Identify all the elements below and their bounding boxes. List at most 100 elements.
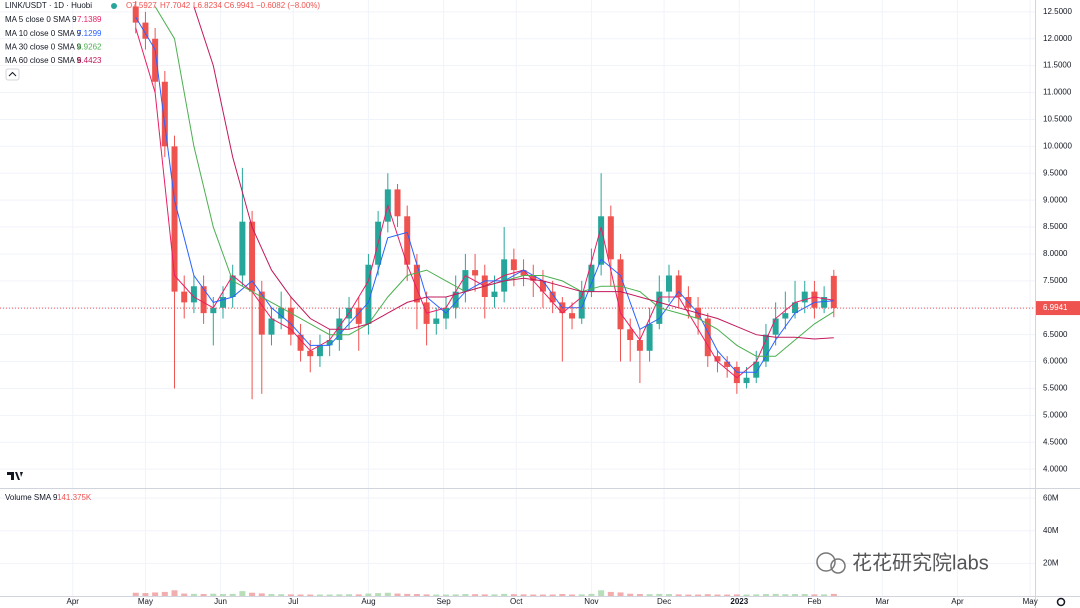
settings-icon[interactable] [1056, 597, 1066, 607]
legend-label: MA 30 close 0 SMA 9 [5, 43, 82, 52]
volume-bar [704, 594, 711, 596]
volume-bar [636, 594, 643, 596]
volume-bar [365, 593, 372, 596]
volume-bar [132, 592, 139, 596]
legend-value: 7.1389 [77, 15, 102, 24]
watermark: 花花研究院labs [816, 551, 989, 574]
candle-body [801, 291, 808, 303]
volume-bar [481, 594, 488, 596]
volume-bar [559, 594, 566, 596]
y-tick-label: 11.0000 [1043, 88, 1072, 97]
volume-bar [249, 592, 256, 596]
volume-bar [142, 593, 149, 596]
volume-bar [510, 594, 517, 596]
candle-body [762, 334, 769, 362]
volume-bar [297, 594, 304, 596]
volume-bar [646, 594, 653, 596]
volume-bar [258, 593, 265, 596]
candle-body [355, 307, 362, 324]
candle-body [830, 275, 837, 309]
candle-body [491, 291, 498, 297]
candle-body [297, 334, 304, 351]
x-tick-label: Aug [361, 597, 375, 606]
volume-bar [782, 594, 789, 596]
volume-tick-label: 60M [1043, 493, 1059, 502]
volume-bar [239, 591, 246, 596]
candle-body [462, 270, 469, 292]
volume-bar [404, 593, 411, 596]
volume-bar [161, 591, 168, 596]
y-tick-label: 7.5000 [1043, 276, 1068, 285]
candle-body [278, 307, 285, 319]
volume-bar [569, 594, 576, 596]
volume-bar [520, 594, 527, 596]
y-tick-label: 4.5000 [1043, 437, 1068, 446]
volume-bar [801, 594, 808, 596]
x-tick-label: Apr [951, 597, 964, 606]
candle-body [627, 329, 634, 341]
candle-body [675, 275, 682, 297]
volume-bar [152, 592, 159, 596]
ohlc-change: −0.6082 (−8.00%) [256, 1, 320, 10]
volume-bar [501, 593, 508, 596]
volume-bar [598, 590, 605, 596]
candle-body [229, 275, 236, 297]
volume-bar [181, 593, 188, 596]
x-tick-label: Feb [808, 597, 822, 606]
candle-body [268, 318, 275, 335]
ma-line [135, 16, 834, 373]
volume-bar [607, 591, 614, 596]
volume-bar [743, 594, 750, 596]
candle-body [646, 323, 653, 351]
volume-bar [821, 594, 828, 596]
volume-bar [171, 590, 178, 596]
symbol-title: LINK/USDT · 1D · Huobi [5, 1, 92, 10]
x-tick-label: Mar [875, 597, 889, 606]
axes: 4.00004.50005.00005.50006.00006.50007.00… [66, 7, 1072, 606]
candle-body [181, 291, 188, 303]
volume-bar [762, 594, 769, 596]
volume-bar [685, 594, 692, 596]
y-tick-label: 10.5000 [1043, 115, 1072, 124]
status-dot [111, 3, 117, 9]
y-tick-label: 9.5000 [1043, 168, 1068, 177]
candle-body [539, 280, 546, 292]
volume-bar [462, 594, 469, 596]
x-tick-label: May [138, 597, 153, 606]
ohlc-high: H7.7042 [160, 1, 191, 10]
candle-body [578, 291, 585, 319]
candle-body [258, 291, 265, 335]
ohlc-open: O7.5927 [126, 1, 157, 10]
y-tick-label: 8.5000 [1043, 222, 1068, 231]
volume-bar [433, 594, 440, 596]
candle-body [782, 313, 789, 319]
candle-body [307, 350, 314, 357]
candle-body [210, 307, 217, 314]
candle-body [772, 318, 779, 335]
volume-bar [675, 594, 682, 596]
ohlc-close: C6.9941 [224, 1, 255, 10]
volume-bar [627, 593, 634, 596]
collapse-button[interactable] [5, 68, 20, 81]
legend-label: MA 60 close 0 SMA 9 [5, 56, 82, 65]
candle-body [394, 189, 401, 217]
legend-value: 6.4423 [77, 56, 102, 65]
volume-bar [190, 593, 197, 596]
volume-bar [549, 594, 556, 596]
volume-pane [132, 590, 837, 596]
candle-body [249, 221, 256, 292]
candle-body [433, 318, 440, 324]
volume-bar [588, 593, 595, 596]
candle-body [152, 38, 159, 82]
candle-body [365, 264, 372, 324]
candle-body [404, 216, 411, 265]
volume-bar [530, 594, 537, 596]
candle-body [316, 345, 323, 357]
candle-body [588, 264, 595, 292]
candle-body [549, 291, 556, 303]
volume-bar [724, 594, 731, 596]
volume-bar [792, 594, 799, 596]
y-tick-label: 4.0000 [1043, 464, 1068, 473]
candle-body [219, 296, 226, 308]
candle-body [598, 216, 605, 265]
